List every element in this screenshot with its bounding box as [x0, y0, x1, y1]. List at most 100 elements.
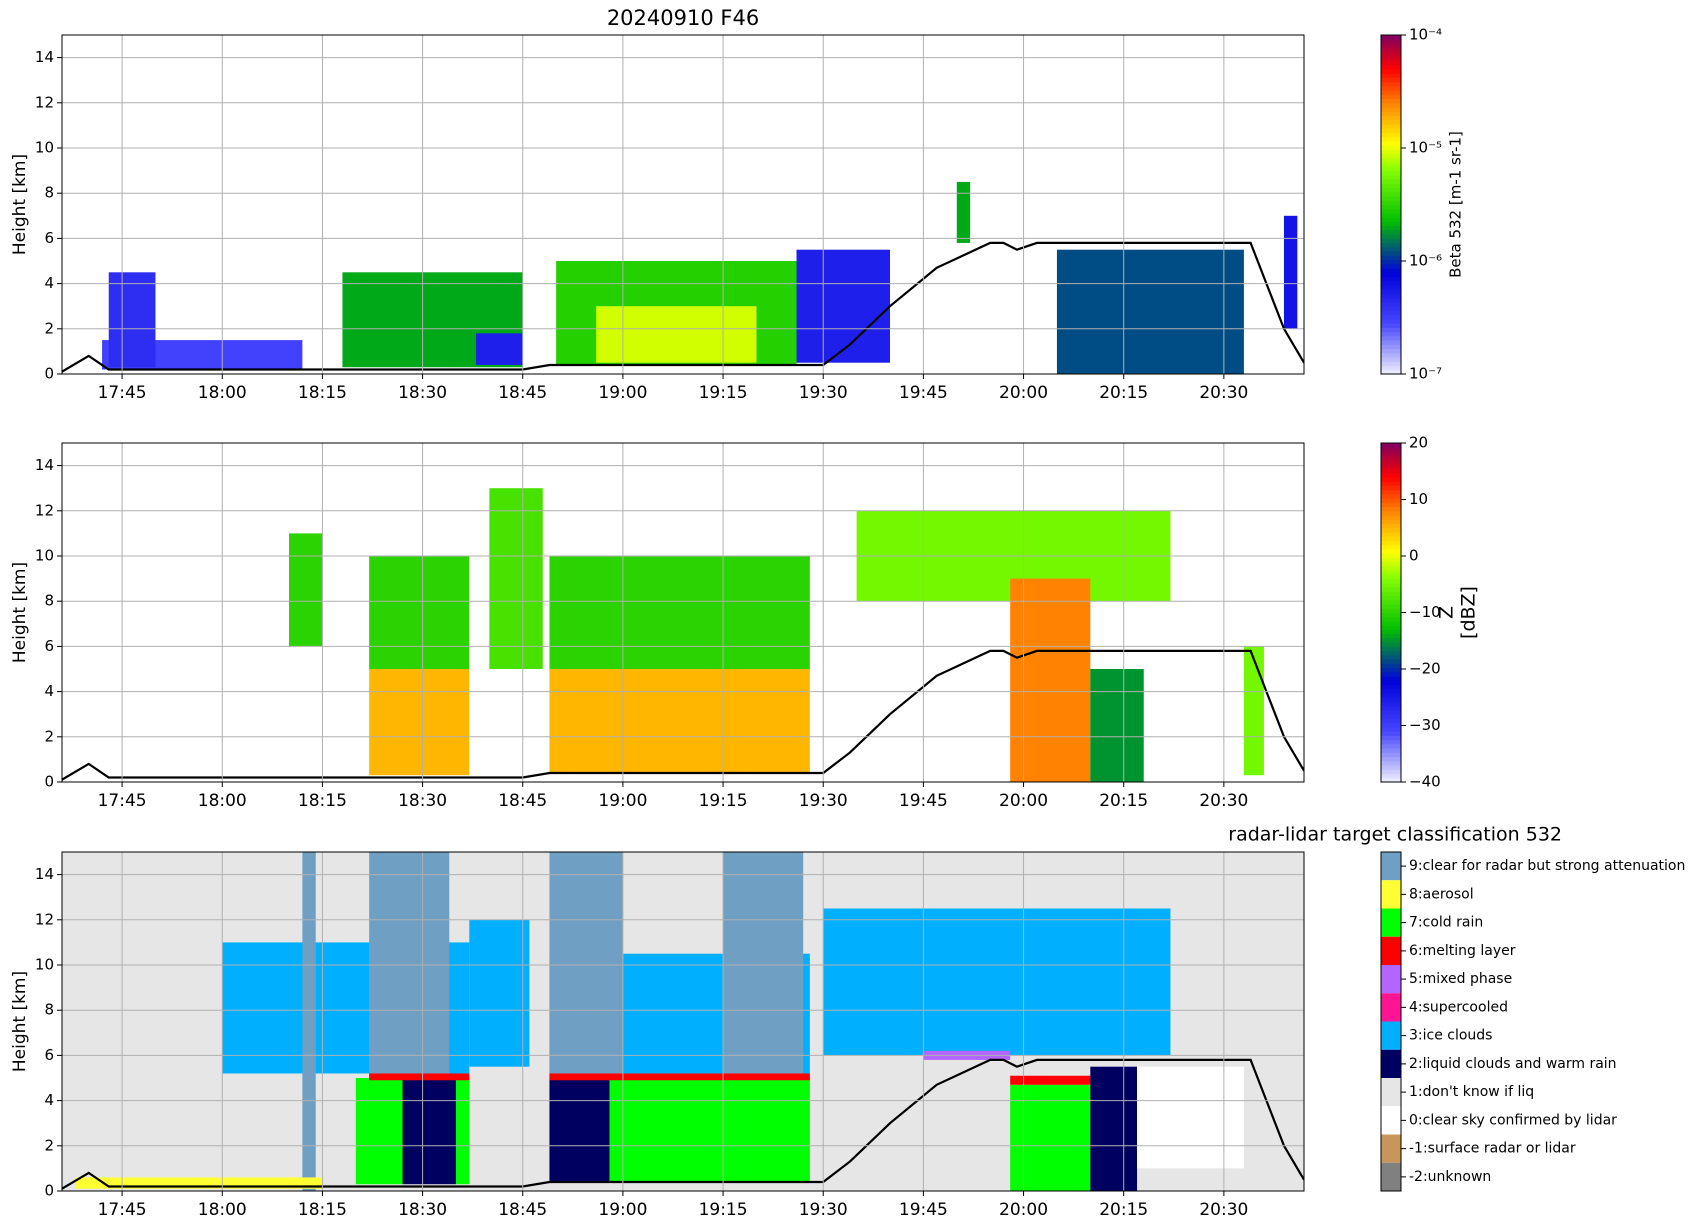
- colorbar-strip: [1381, 654, 1401, 660]
- colorbar-strip: [1381, 174, 1401, 180]
- colorbar-strip: [1381, 128, 1401, 133]
- plot-frame: [61, 442, 1305, 783]
- y-tick-label: 6: [44, 229, 54, 247]
- legend-label: 3:ice clouds: [1409, 1028, 1492, 1044]
- colorbar-strip: [1381, 268, 1401, 273]
- data-cell: [549, 669, 810, 773]
- y-axis-label: Height [km]: [10, 971, 30, 1072]
- y-axis-label: Height [km]: [10, 154, 30, 255]
- colorbar-strip: [1381, 515, 1401, 520]
- colorbar-strip: [1381, 212, 1401, 218]
- colorbar-tick-label: −30: [1409, 716, 1441, 734]
- colorbar-strip: [1381, 123, 1401, 129]
- colorbar-strip: [1381, 777, 1401, 783]
- legend-label: -2:unknown: [1409, 1169, 1491, 1185]
- colorbar-strip: [1381, 731, 1401, 736]
- colorbar-strip: [1381, 561, 1401, 567]
- x-tick-label: 18:30: [398, 791, 447, 811]
- x-tick-label: 17:45: [98, 1200, 147, 1220]
- colorbar-strip: [1381, 111, 1401, 117]
- colorbar-strip: [1381, 760, 1401, 766]
- data-cell: [289, 533, 323, 647]
- x-tick-label: 17:45: [98, 383, 147, 403]
- colorbar-label: Z: [1436, 606, 1458, 619]
- x-tick-label: 19:00: [598, 791, 647, 811]
- legend-label: 0:clear sky confirmed by lidar: [1409, 1112, 1617, 1128]
- data-cell: [469, 919, 530, 1067]
- colorbar-strip: [1381, 229, 1401, 235]
- colorbar-strip: [1381, 276, 1401, 282]
- data-cell: [302, 852, 316, 1191]
- colorbar-strip: [1381, 650, 1401, 656]
- y-tick-label: 2: [44, 1136, 54, 1154]
- colorbar-strip: [1381, 722, 1401, 728]
- colorbar-strip: [1381, 85, 1401, 91]
- colorbar-strip: [1381, 289, 1401, 294]
- x-tick-label: 20:00: [999, 1200, 1048, 1220]
- y-tick-label: 14: [35, 48, 54, 66]
- plot-area: [62, 852, 1304, 1191]
- colorbar-strip: [1381, 748, 1401, 753]
- colorbar-strip: [1381, 196, 1401, 201]
- colorbar-strip: [1381, 548, 1401, 554]
- y-tick-label: 10: [35, 547, 54, 565]
- colorbar-strip: [1381, 642, 1401, 647]
- x-tick-label: 18:45: [498, 1200, 547, 1220]
- colorbar-strip: [1381, 493, 1401, 499]
- data-cell: [75, 1177, 323, 1189]
- y-tick-label: 2: [44, 319, 54, 337]
- colorbar-strip: [1381, 540, 1401, 546]
- colorbar-strip: [1381, 472, 1401, 478]
- colorbar-strip: [1381, 306, 1401, 311]
- colorbar-strip: [1381, 90, 1401, 95]
- colorbar-strip: [1381, 629, 1401, 635]
- colorbar-tick-label: 10⁻⁷: [1409, 365, 1442, 383]
- colorbar-strip: [1381, 179, 1401, 184]
- colorbar-strip: [1381, 285, 1401, 290]
- colorbar-strip: [1381, 773, 1401, 779]
- legend-swatch: [1381, 908, 1401, 937]
- colorbar-strip: [1381, 187, 1401, 193]
- colorbar-strip: [1381, 68, 1401, 74]
- legend-swatch: [1381, 1106, 1401, 1135]
- colorbar-strip: [1381, 447, 1401, 452]
- y-tick-label: 8: [44, 184, 54, 202]
- x-tick-label: 18:30: [398, 1200, 447, 1220]
- colorbar-strip: [1381, 591, 1401, 597]
- x-tick-label: 18:45: [498, 791, 547, 811]
- colorbar-strip: [1381, 519, 1401, 525]
- data-cell: [369, 669, 470, 776]
- colorbar-strip: [1381, 153, 1401, 159]
- colorbar-strip: [1381, 157, 1401, 163]
- colorbar-strip: [1381, 587, 1401, 592]
- colorbar-strip: [1381, 293, 1401, 299]
- colorbar-strip: [1381, 718, 1401, 724]
- colorbar-strip: [1381, 709, 1401, 715]
- colorbar-strip: [1381, 310, 1401, 316]
- colorbar-strip: [1381, 506, 1401, 512]
- colorbar-strip: [1381, 259, 1401, 265]
- colorbar-strip: [1381, 498, 1401, 503]
- flight-altitude-line: [62, 1058, 1304, 1190]
- x-tick-label: 19:00: [598, 383, 647, 403]
- legend-swatch: [1381, 852, 1401, 881]
- colorbar-strip: [1381, 714, 1401, 719]
- x-tick-label: 18:00: [198, 791, 247, 811]
- colorbar-strip: [1381, 132, 1401, 138]
- colorbar-strip: [1381, 455, 1401, 461]
- colorbar-strip: [1381, 136, 1401, 142]
- legend-swatch: [1381, 1021, 1401, 1050]
- colorbar-strip: [1381, 327, 1401, 333]
- colorbar-strip: [1381, 145, 1401, 150]
- legend-swatch: [1381, 880, 1401, 909]
- colorbar-label: [dBZ]: [1458, 586, 1480, 639]
- data-cell: [1137, 1066, 1244, 1169]
- colorbar-strip: [1381, 94, 1401, 100]
- colorbar-strip: [1381, 502, 1401, 508]
- colorbar-strip: [1381, 756, 1401, 762]
- colorbar-strip: [1381, 464, 1401, 469]
- colorbar-strip: [1381, 531, 1401, 537]
- legend-label: 2:liquid clouds and warm rain: [1409, 1056, 1617, 1072]
- y-tick-label: 0: [44, 1182, 54, 1200]
- colorbar-label: Beta 532 [m-1 sr-1]: [1447, 131, 1465, 278]
